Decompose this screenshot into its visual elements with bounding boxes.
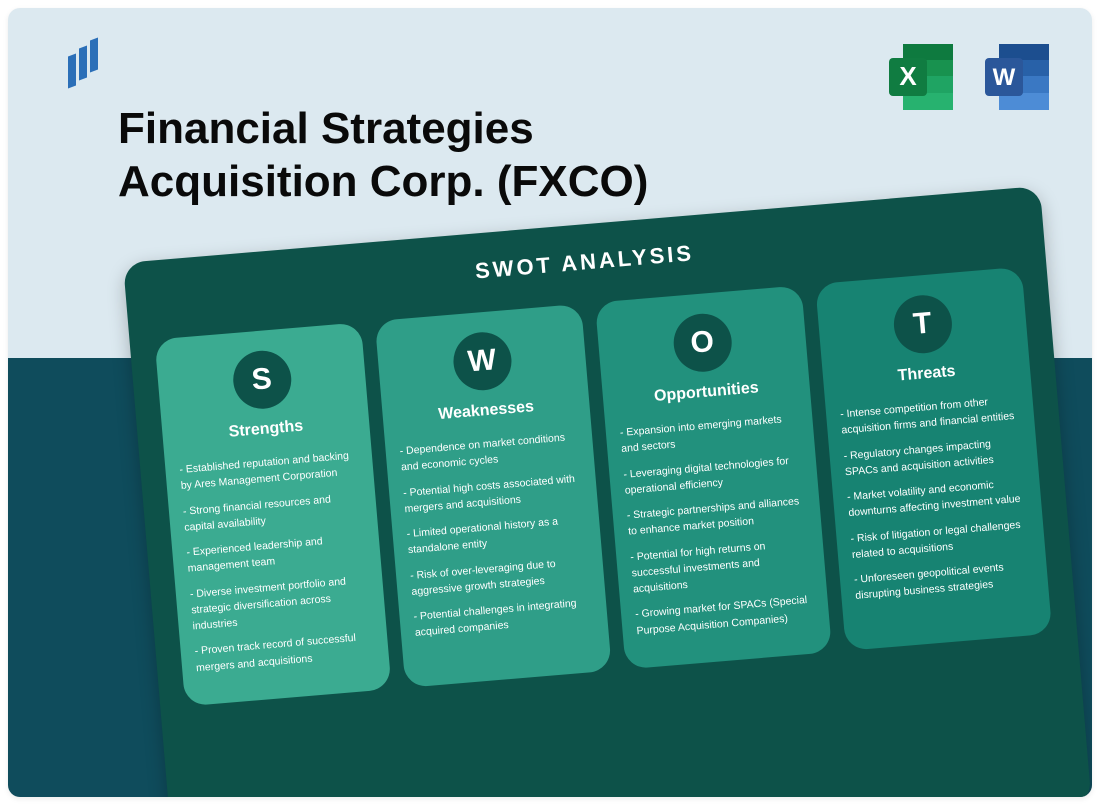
list-item: - Potential challenges in integrating ac… [413, 594, 594, 641]
swot-list-weaknesses: - Dependence on market conditions and ec… [399, 429, 594, 642]
excel-icon[interactable]: X [883, 38, 961, 116]
swot-letter-t: T [891, 293, 954, 356]
svg-text:W: W [993, 64, 1016, 91]
swot-label-threats: Threats [837, 358, 1017, 391]
list-item: - Risk of over-leveraging due to aggress… [410, 553, 591, 600]
list-item: - Market volatility and economic downtur… [846, 474, 1027, 521]
swot-label-weaknesses: Weaknesses [396, 395, 576, 428]
list-item: - Experienced leadership and management … [186, 530, 367, 577]
list-item: - Strategic partnerships and alliances t… [626, 493, 807, 540]
swot-col-opportunities: O Opportunities - Expansion into emergin… [595, 285, 832, 669]
swot-letter-s: S [230, 348, 293, 411]
swot-label-opportunities: Opportunities [616, 376, 796, 409]
list-item: - Intense competition from other acquisi… [840, 392, 1021, 439]
swot-list-strengths: - Established reputation and backing by … [179, 447, 375, 676]
list-item: - Expansion into emerging markets and se… [619, 410, 800, 457]
svg-text:X: X [899, 61, 917, 91]
swot-col-strengths: S Strengths - Established reputation and… [155, 322, 392, 706]
swot-list-threats: - Intense competition from other acquisi… [840, 392, 1035, 605]
list-item: - Dependence on market conditions and ec… [399, 429, 580, 476]
list-item: - Potential for high returns on successf… [630, 534, 812, 598]
card-container: Financial Strategies Acquisition Corp. (… [8, 8, 1092, 797]
swot-columns: S Strengths - Established reputation and… [155, 267, 1053, 706]
word-icon[interactable]: W [979, 38, 1057, 116]
list-item: - Strong financial resources and capital… [182, 488, 363, 535]
list-item: - Potential high costs associated with m… [403, 470, 584, 517]
page-title: Financial Strategies Acquisition Corp. (… [118, 103, 758, 209]
list-item: - Proven track record of successful merg… [194, 629, 375, 676]
list-item: - Regulatory changes impacting SPACs and… [843, 433, 1024, 480]
swot-col-weaknesses: W Weaknesses - Dependence on market cond… [375, 304, 612, 688]
list-item: - Diverse investment portfolio and strat… [189, 571, 371, 635]
list-item: - Growing market for SPACs (Special Purp… [635, 592, 816, 639]
swot-list-opportunities: - Expansion into emerging markets and se… [619, 410, 815, 639]
list-item: - Unforeseen geopolitical events disrupt… [853, 557, 1034, 604]
list-item: - Established reputation and backing by … [179, 447, 360, 494]
swot-letter-w: W [451, 330, 514, 393]
list-item: - Leveraging digital technologies for op… [623, 451, 804, 498]
app-icons-group: X W [883, 38, 1057, 116]
list-item: - Limited operational history as a stand… [406, 511, 587, 558]
swot-col-threats: T Threats - Intense competition from oth… [815, 267, 1052, 651]
swot-letter-o: O [671, 311, 734, 374]
swot-board: SWOT ANALYSIS S Strengths - Established … [123, 186, 1092, 797]
list-item: - Risk of litigation or legal challenges… [850, 516, 1031, 563]
swot-label-strengths: Strengths [176, 413, 356, 446]
